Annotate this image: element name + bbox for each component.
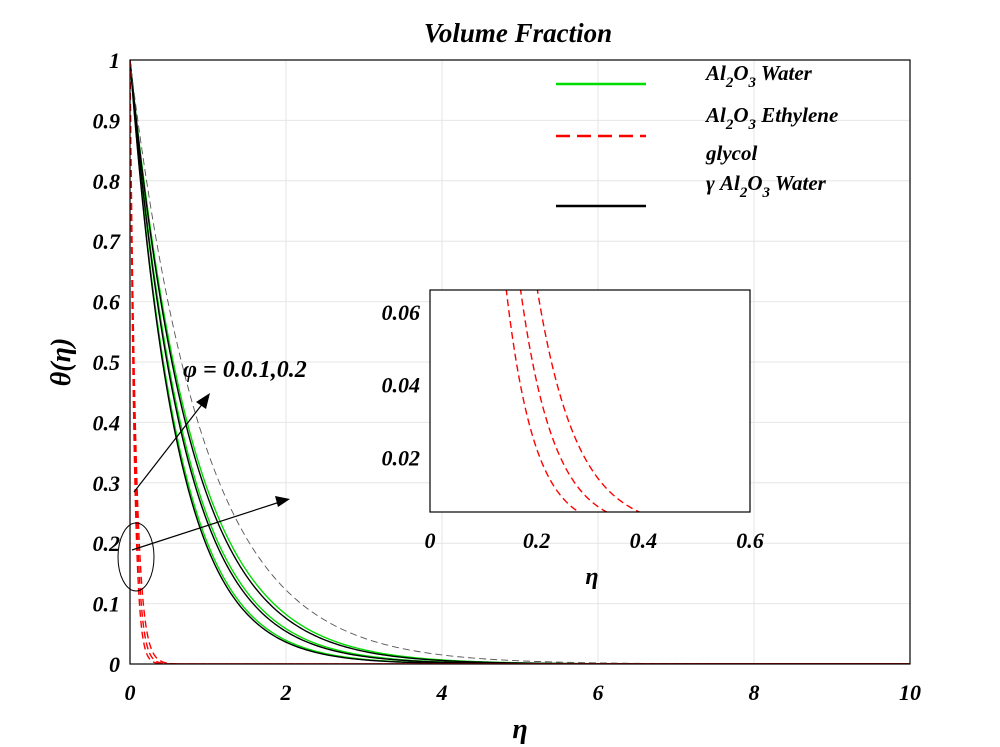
y-tick-labels: 0 0.1 0.2 0.3 0.4 0.5 0.6 0.7 0.8 0.9 1: [93, 48, 122, 677]
x-tick-label: 10: [899, 680, 921, 705]
annotation-ellipse: [117, 522, 155, 592]
annotation-arrowhead-lower: [275, 496, 290, 507]
phi-annotation-text: φ = 0.0.1,0.2: [183, 357, 307, 383]
x-tick-label: 8: [749, 680, 760, 705]
inset-y-tick-label: 0.02: [382, 445, 421, 470]
x-axis-label: η: [512, 714, 527, 745]
y-tick-label: 0.1: [93, 592, 121, 617]
series-line: [130, 60, 910, 664]
legend-entry-label: Al2O3 Water: [704, 61, 813, 91]
y-tick-label: 0.7: [93, 229, 122, 254]
y-tick-label: 0.8: [93, 169, 121, 194]
inset-series-line: [536, 290, 642, 512]
legend: Al2O3 Water Al2O3 Ethylene glycol γ Al2O3 W…: [556, 61, 838, 208]
y-tick-label: 1: [109, 48, 120, 73]
grid: [130, 60, 910, 664]
inset-x-tick-label: 0.6: [736, 528, 764, 553]
annotation-arrow-upper: [133, 397, 208, 493]
inset-x-axis-label: η: [585, 564, 598, 590]
inset-y-tick-label: 0.04: [382, 373, 421, 398]
y-tick-label: 0.2: [93, 531, 121, 556]
annotation-arrowhead-upper: [196, 393, 210, 409]
inset-series: [505, 290, 642, 512]
x-tick-labels: 0 2 4 6 8 10: [125, 680, 922, 705]
annotation-arrow-lower: [131, 500, 284, 551]
legend-entry-label-continued: glycol: [705, 141, 757, 165]
series-line: [130, 60, 910, 664]
y-tick-label: 0.9: [93, 108, 121, 133]
legend-entry-label: γ Al2O3 Water: [706, 171, 827, 201]
inset-x-tick-label: 0.2: [523, 528, 551, 553]
y-tick-label: 0.5: [93, 350, 121, 375]
inset-x-tick-labels: 0 0.2 0.4 0.6: [425, 528, 764, 553]
y-tick-label: 0.3: [93, 471, 121, 496]
y-axis-label: θ(η): [46, 338, 77, 387]
inset-background: [430, 290, 750, 512]
inset-frame: [429, 289, 751, 513]
x-tick-label: 6: [593, 680, 604, 705]
inset-x-tick-label: 0: [425, 528, 436, 553]
inset-x-tick-label: 0.4: [630, 528, 658, 553]
phi-annotation: φ = 0.0.1,0.2: [117, 357, 307, 592]
x-tick-label: 2: [280, 680, 292, 705]
inset-chart: 0 0.2 0.4 0.6 0.02 0.04 0.06 η: [382, 289, 764, 590]
y-tick-label: 0.4: [93, 410, 121, 435]
y-tick-label: 0.6: [93, 290, 121, 315]
inset-y-tick-label: 0.06: [382, 300, 421, 325]
series-line: [130, 60, 910, 664]
y-tick-label: 0: [109, 652, 120, 677]
inset-y-tick-labels: 0.02 0.04 0.06: [382, 300, 421, 471]
chart-title: Volume Fraction: [424, 18, 612, 48]
plot-frame: [129, 59, 911, 665]
x-tick-label: 4: [436, 680, 448, 705]
x-tick-label: 0: [125, 680, 136, 705]
legend-entry-label: Al2O3 Ethylene: [704, 103, 838, 133]
